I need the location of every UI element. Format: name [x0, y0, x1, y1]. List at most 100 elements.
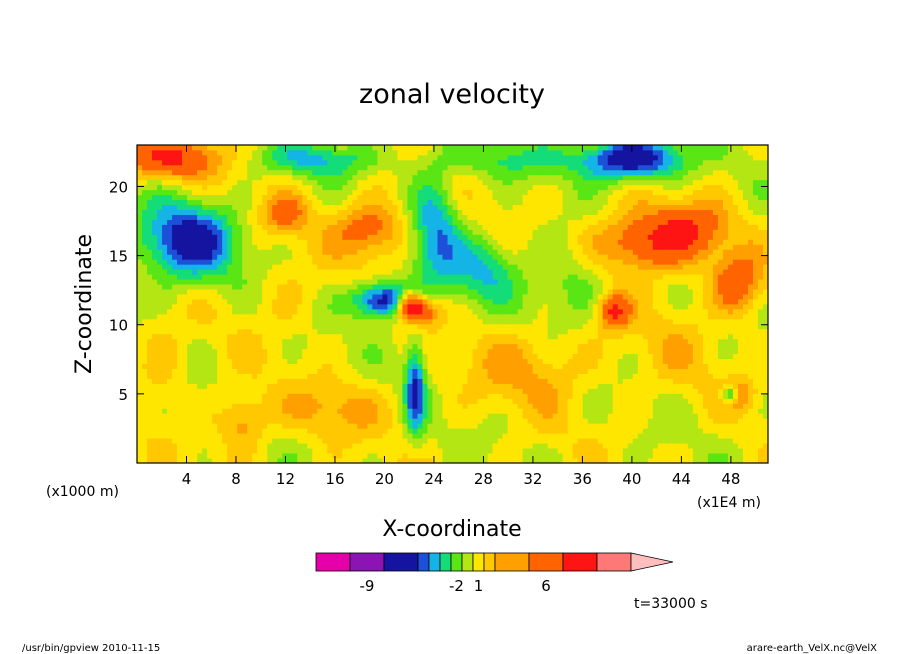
heatmap-cell [587, 388, 594, 394]
heatmap-cell [572, 269, 579, 275]
heatmap-cell [717, 294, 724, 300]
heatmap-cell [157, 428, 163, 434]
heatmap-cell [252, 299, 258, 305]
heatmap-cell [382, 323, 388, 330]
heatmap-cell [517, 423, 524, 429]
heatmap-cell [357, 269, 363, 275]
heatmap-cell [332, 403, 338, 409]
heatmap-cell [297, 388, 303, 394]
heatmap-cell [502, 338, 508, 345]
heatmap-cell [692, 294, 699, 300]
heatmap-cell [372, 264, 378, 270]
heatmap-cell [677, 299, 684, 305]
heatmap-cell [287, 443, 293, 449]
heatmap-cell [462, 348, 468, 355]
heatmap-cell [187, 279, 193, 285]
heatmap-cell [322, 398, 328, 404]
heatmap-cell [457, 458, 463, 463]
heatmap-cell [182, 383, 188, 389]
heatmap-cell [222, 393, 228, 399]
heatmap-cell [527, 363, 534, 369]
heatmap-cell [602, 433, 609, 439]
heatmap-cell [182, 428, 188, 434]
heatmap-cell [507, 289, 513, 295]
heatmap-cell [312, 418, 318, 424]
heatmap-cell [312, 423, 318, 429]
heatmap-cell [147, 408, 153, 414]
heatmap-cell [602, 438, 609, 444]
heatmap-cell [392, 363, 398, 369]
heatmap-cell [502, 304, 508, 310]
heatmap-cell [592, 318, 599, 325]
heatmap-cell [722, 323, 729, 330]
heatmap-cell [682, 274, 689, 280]
heatmap-cell [427, 408, 433, 414]
heatmap-cell [512, 294, 519, 300]
heatmap-cell [547, 458, 554, 463]
heatmap-cell [327, 388, 333, 394]
heatmap-cell [492, 289, 498, 295]
heatmap-cell [732, 284, 739, 290]
heatmap-cell [472, 274, 478, 280]
heatmap-cell [707, 443, 714, 449]
heatmap-cell [237, 353, 243, 360]
heatmap-cell [742, 453, 749, 459]
heatmap-cell [697, 453, 704, 459]
heatmap-cell [187, 333, 193, 340]
heatmap-cell [437, 398, 443, 404]
heatmap-cell [637, 279, 644, 285]
heatmap-cell [192, 343, 198, 350]
heatmap-cell [362, 378, 368, 384]
heatmap-cell [442, 323, 448, 330]
heatmap-cell [512, 299, 519, 305]
heatmap-cell [417, 313, 423, 320]
heatmap-cell [632, 323, 639, 330]
heatmap-cell [262, 358, 268, 365]
heatmap-cell [362, 328, 368, 335]
heatmap-cell [707, 368, 714, 374]
heatmap-cell [342, 458, 348, 463]
heatmap-cell [387, 408, 393, 414]
heatmap-cell [757, 363, 764, 369]
heatmap-cell [757, 279, 764, 285]
heatmap-cell [507, 264, 513, 270]
heatmap-cell [712, 333, 719, 340]
heatmap-cell [242, 403, 248, 409]
heatmap-cell [672, 373, 679, 379]
heatmap-cell [757, 383, 764, 389]
heatmap-cell [462, 318, 468, 325]
heatmap-cell [312, 279, 318, 285]
heatmap-cell [437, 338, 443, 345]
heatmap-cell [157, 353, 163, 360]
heatmap-cell [662, 343, 669, 350]
heatmap-cell [707, 453, 714, 459]
heatmap-cell [457, 388, 463, 394]
heatmap-cell [347, 423, 353, 429]
heatmap-cell [282, 338, 288, 345]
heatmap-cell [307, 428, 313, 434]
heatmap-cell [352, 373, 358, 379]
heatmap-cell [632, 338, 639, 345]
heatmap-cell [677, 284, 684, 290]
heatmap-cell [432, 408, 438, 414]
heatmap-cell [682, 388, 689, 394]
heatmap-cell [417, 328, 423, 335]
heatmap-cell [277, 453, 283, 459]
heatmap-cell [162, 453, 168, 459]
heatmap-cell [757, 373, 764, 379]
heatmap-cell [167, 428, 173, 434]
heatmap-cell [432, 398, 438, 404]
heatmap-cell [407, 393, 413, 399]
heatmap-cell [637, 333, 644, 340]
heatmap-cell [142, 318, 148, 325]
heatmap-cell [437, 393, 443, 399]
heatmap-cell [602, 328, 609, 335]
heatmap-cell [692, 313, 699, 320]
heatmap-cell [432, 279, 438, 285]
heatmap-cell [627, 318, 634, 325]
heatmap-cell [517, 328, 524, 335]
heatmap-cell [302, 458, 308, 463]
heatmap-cell [567, 423, 574, 429]
heatmap-cell [472, 313, 478, 320]
heatmap-cell [397, 378, 403, 384]
